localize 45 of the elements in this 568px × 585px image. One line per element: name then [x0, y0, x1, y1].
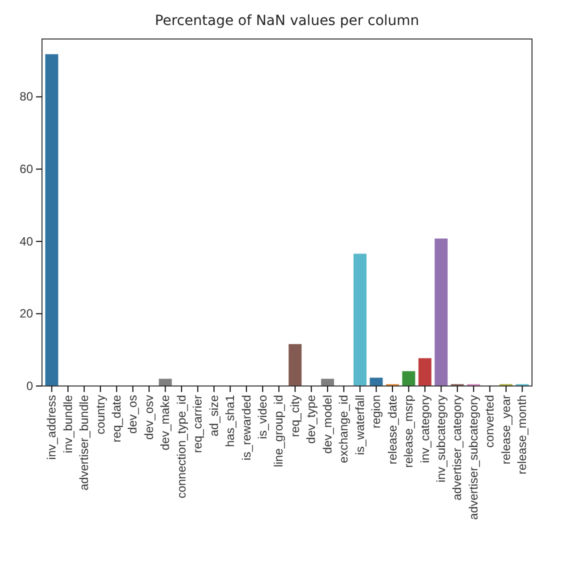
x-tick-label: inv_address — [44, 395, 59, 460]
chart-title: Percentage of NaN values per column — [154, 13, 420, 29]
x-tick-label: is_waterfall — [352, 395, 367, 456]
y-tick-label: 40 — [20, 234, 34, 248]
bar — [354, 254, 367, 386]
bar — [370, 378, 383, 386]
x-tick-label: exchange_id — [336, 395, 351, 464]
x-tick-label: inv_subcategory — [434, 395, 448, 482]
x-tick-label: region — [369, 395, 384, 428]
bar — [45, 54, 58, 386]
x-tick-label: ad_size — [206, 394, 221, 436]
x-tick-label: line_group_id — [272, 395, 286, 468]
x-tick-label: dev_osv — [142, 395, 156, 440]
x-tick-label: dev_model — [320, 395, 334, 454]
y-tick-label: 0 — [26, 378, 34, 393]
bar — [158, 378, 172, 386]
x-tick-label: country — [93, 395, 108, 434]
x-tick-label: has_sha1 — [223, 394, 238, 448]
x-tick-label: is_video — [256, 394, 270, 440]
bar — [418, 358, 432, 386]
x-tick-label: converted — [482, 395, 497, 448]
x-tick-label: req_date — [109, 394, 124, 442]
y-tick-label: 20 — [20, 306, 34, 321]
x-tick-label: dev_os — [126, 395, 140, 434]
x-tick-label: dev_type — [304, 394, 318, 444]
x-tick-label: release_year — [498, 394, 513, 464]
x-tick-label: advertiser_subcategory — [466, 395, 480, 520]
x-tick-label: inv_bundle — [60, 394, 75, 454]
x-tick-label: release_msrp — [402, 394, 416, 468]
bar — [321, 378, 334, 386]
bar — [288, 344, 302, 386]
x-tick-label: is_rewarded — [239, 395, 254, 460]
x-tick-label: dev_make — [158, 394, 172, 450]
x-tick-label: release_month — [515, 395, 530, 474]
x-tick-label: release_date — [385, 394, 400, 464]
bar — [402, 371, 416, 386]
y-tick-label: 60 — [20, 162, 34, 176]
bar — [434, 238, 448, 386]
y-tick-label: 80 — [20, 90, 34, 104]
x-tick-label: req_carrier — [190, 395, 205, 454]
x-tick-label: req_city — [288, 395, 302, 438]
x-tick-label: advertiser_bundle — [77, 394, 92, 490]
x-tick-label: inv_category — [418, 395, 432, 464]
x-tick-label: connection_type_id — [174, 395, 188, 498]
x-tick-label: advertiser_category — [450, 395, 464, 500]
